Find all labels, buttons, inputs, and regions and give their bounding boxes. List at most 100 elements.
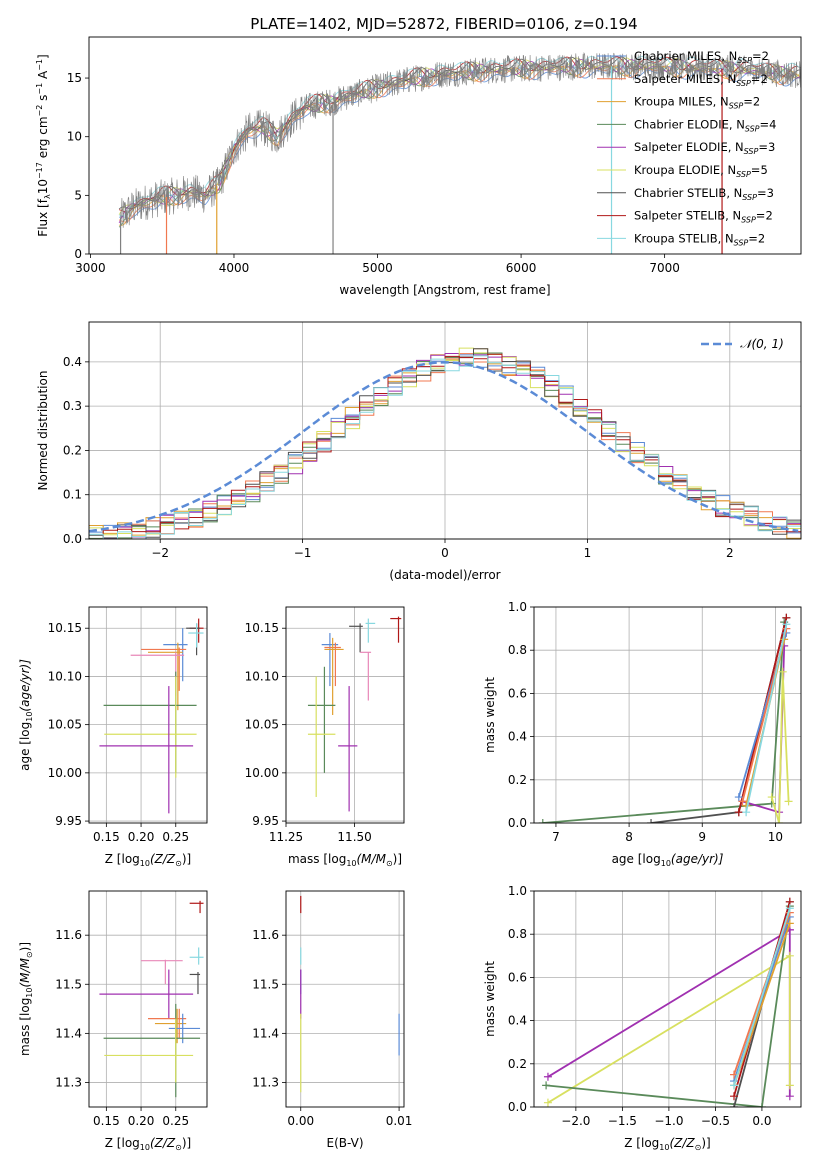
mass-weight-marker [730, 1092, 739, 1101]
error-bar [189, 947, 204, 965]
y-tick-label: 10.05 [245, 718, 279, 732]
y-tick-label: 11.3 [252, 1075, 279, 1089]
x-axis-label: wavelength [Angstrom, rest frame] [339, 283, 550, 297]
mass-weight-marker [775, 819, 784, 823]
y-tick-label: 0.4 [508, 1014, 527, 1028]
spectrum-axes: 3000 4000 5000 6000 7000 0 5 10 15 wavelength [An… [35, 49, 801, 297]
x-tick-label: 11.25 [269, 830, 303, 844]
legend-entry: Chabrier ELODIE, NSSP=4 [634, 117, 776, 133]
y-tick-label: 5 [74, 188, 82, 202]
y-tick-label: 10.15 [48, 621, 82, 635]
y-tick-label: 0.2 [63, 443, 82, 457]
mass-weight-marker [543, 1072, 552, 1081]
x-tick-label: −2 [151, 546, 169, 560]
x-tick-label: 0.0 [752, 1114, 771, 1128]
mass-weight-marker [734, 808, 743, 817]
mass-weight-line [745, 624, 788, 813]
residual-histogram [89, 355, 801, 539]
figure-title: PLATE=1402, MJD=52872, FIBERID=0106, z=0… [250, 15, 637, 33]
mass-weight-marker [538, 819, 547, 823]
y-tick-label: 10 [67, 130, 82, 144]
x-tick-label: −0.5 [701, 1114, 730, 1128]
age_vs_Z-axes: 0.15 0.20 0.25 9.95 10.00 10.05 10.10 10.15 Z [l… [18, 607, 207, 868]
x-tick-label: 1 [584, 546, 592, 560]
x-tick-label: 11.50 [337, 830, 371, 844]
x-tick-label: 0.00 [287, 1114, 314, 1128]
x-tick-label: 0.25 [162, 830, 189, 844]
x-tick-label: 0.20 [128, 830, 155, 844]
error-bar [307, 676, 336, 797]
mass-weight-marker [785, 1081, 794, 1090]
legend-entry: Chabrier STELIB, NSSP=3 [634, 186, 774, 202]
age_vs_Z-frame [88, 606, 208, 824]
x-tick-label: −1.5 [608, 1114, 637, 1128]
mass-weight-marker [742, 808, 751, 817]
error-bar [189, 972, 201, 995]
legend-entry: Kroupa STELIB, NSSP=2 [634, 231, 765, 247]
y-tick-label: 15 [67, 71, 82, 85]
y-tick-label: 11.3 [55, 1075, 82, 1089]
mass-weight-marker [767, 793, 776, 802]
age_vs_mass-axes: 11.25 11.50 9.95 10.00 10.05 10.10 10.15 mass [… [245, 607, 404, 868]
y-tick-label: 11.6 [55, 928, 82, 942]
y-tick-label: 0.8 [508, 927, 527, 941]
x-tick-label: 10 [768, 830, 783, 844]
mass-weight-marker [757, 1103, 766, 1107]
y-axis-label: age [log10(age/yr)] [18, 659, 34, 771]
y-tick-label: 11.4 [55, 1026, 82, 1040]
y-tick-label: 10.10 [48, 669, 82, 683]
residuals-frame [88, 321, 802, 540]
mass-weight-line [542, 622, 786, 823]
mass-weight-marker [730, 1081, 739, 1090]
mass-weight-marker [782, 620, 791, 629]
y-tick-label: 11.4 [252, 1026, 279, 1040]
error-bar [307, 666, 336, 773]
x-axis-label: Z [log10(Z/Z⊙)] [105, 1136, 191, 1152]
error-bar [324, 637, 344, 715]
age_vs_mass-frame [285, 606, 405, 824]
mass-weight-marker [647, 819, 656, 823]
weight_vs_age-frame [533, 606, 802, 824]
x-tick-label: 9 [698, 830, 706, 844]
mass-weight-marker [730, 1103, 739, 1107]
x-tick-label: 0.20 [128, 1114, 155, 1128]
mass-weight-marker [543, 1098, 552, 1107]
mass-weight-marker [778, 667, 787, 676]
y-axis-label: mass weight [483, 961, 497, 1037]
y-tick-label: 0.6 [508, 686, 527, 700]
mass_vs_Z-axes: 0.15 0.20 0.25 11.3 11.4 11.5 11.6 Z [log10(Z/Z… [18, 891, 207, 1152]
mass-weight-marker [785, 951, 794, 960]
y-tick-label: 0.2 [508, 773, 527, 787]
error-bar [349, 623, 363, 653]
error-bar [99, 969, 194, 1019]
x-tick-label: 7 [552, 830, 560, 844]
y-tick-label: 9.95 [55, 814, 82, 828]
weight_vs_Z-frame [533, 890, 802, 1108]
error-bar [188, 623, 204, 648]
error-bar [189, 900, 204, 914]
error-bar [103, 1003, 201, 1098]
error-bar [186, 623, 201, 656]
weight_vs_Z-axes: −2.0 −1.5 −1.0 −0.5 0.0 0.0 0.2 0.4 0.6 0.8 1.0 Z [… [483, 884, 801, 1152]
x-tick-label: 6000 [506, 261, 537, 275]
y-tick-label: 0.2 [508, 1057, 527, 1071]
x-tick-label: 2 [726, 546, 734, 560]
mass-weight-marker [542, 1081, 551, 1090]
x-tick-label: 8 [625, 830, 633, 844]
x-axis-label: Z [log10(Z/Z⊙)] [105, 852, 191, 868]
y-tick-label: 0.0 [63, 532, 82, 546]
x-tick-label: 7000 [649, 261, 680, 275]
y-tick-label: 0.1 [63, 488, 82, 502]
y-tick-label: 0.0 [508, 1100, 527, 1114]
y-axis-label: Flux [fλ10−17 erg cm−2 s−1 A−1] [35, 54, 52, 236]
y-tick-label: 10.15 [245, 621, 279, 635]
y-tick-label: 1.0 [508, 600, 527, 614]
y-tick-label: 11.5 [252, 977, 279, 991]
y-tick-label: 0.6 [508, 970, 527, 984]
residual-plot [89, 347, 801, 539]
x-axis-label: (data-model)/error [389, 568, 500, 582]
residual-histogram [89, 353, 801, 539]
y-tick-label: 0 [74, 247, 82, 261]
weight_vs_age-axes: 7 8 9 10 0.0 0.2 0.4 0.6 0.8 1.0 age [log10(age/yr… [483, 600, 801, 868]
y-axis-label: mass [log10(M/M⊙)] [18, 942, 34, 1056]
